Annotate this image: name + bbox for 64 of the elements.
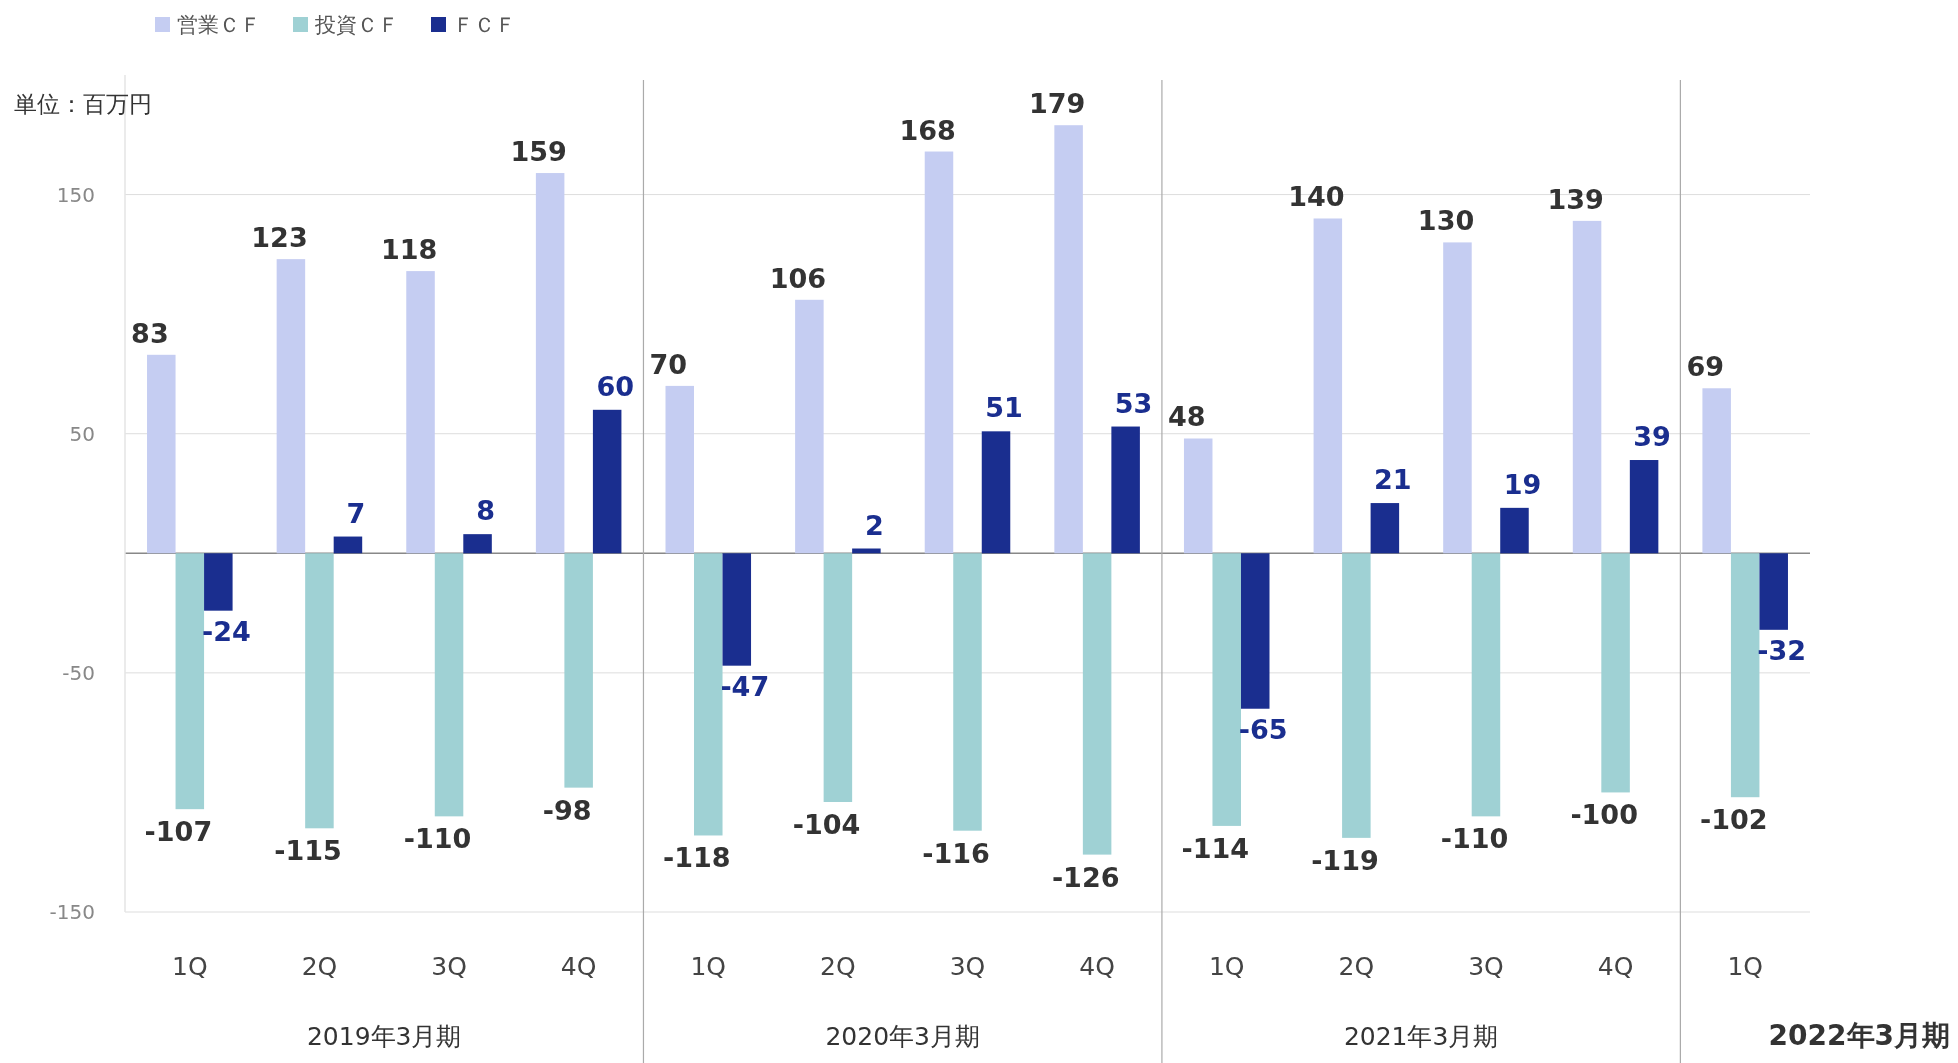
x-tick-label: 1Q (690, 952, 727, 981)
data-label: -114 (1181, 832, 1250, 864)
annotation: 単位：百万円 (14, 91, 152, 117)
data-label: 21 (1374, 464, 1412, 496)
data-label: 159 (510, 136, 567, 168)
data-label: 53 (1114, 387, 1153, 419)
data-label: 179 (1029, 88, 1086, 120)
text: 2021年3月期 (1343, 1022, 1499, 1051)
x-tick-label: 1Q (1727, 952, 1763, 981)
data-label: 60 (596, 370, 634, 402)
data-label: 39 (1633, 421, 1671, 453)
data-label: 19 (1503, 468, 1542, 500)
y-tick-label: 50 (69, 421, 95, 446)
data-label: 2 (865, 509, 884, 541)
data-label: -107 (144, 816, 213, 848)
x-tick-label: 1Q (1208, 952, 1245, 981)
data-label: -116 (922, 837, 990, 869)
x-tick-label: 3Q (431, 952, 467, 981)
data-label: -115 (274, 835, 342, 867)
data-label: -104 (792, 808, 861, 840)
text: 2020年3月期 (825, 1022, 980, 1051)
data-label: 83 (131, 317, 169, 349)
x-tick-label: 2Q (301, 952, 338, 981)
data-label: -47 (720, 670, 770, 702)
y-tick-label: 150 (56, 182, 95, 207)
data-label: 8 (476, 495, 495, 527)
data-label: -32 (1757, 634, 1807, 666)
text: 2022年3月期 (1768, 1019, 1950, 1052)
data-label: -100 (1570, 799, 1638, 831)
x-tick-label: 2Q (1338, 952, 1375, 981)
y-tick-label: -50 (62, 660, 95, 685)
data-label: 48 (1168, 401, 1206, 433)
x-tick-label: 1Q (172, 952, 208, 981)
x-tick-label: 3Q (1468, 952, 1504, 981)
data-label: 123 (251, 222, 308, 254)
x-tick-label: 3Q (949, 952, 986, 981)
x-tick-label: 4Q (560, 952, 597, 981)
legend-label: ＦＣＦ (453, 13, 516, 37)
data-label: -119 (1311, 844, 1379, 876)
data-label: 140 (1288, 181, 1345, 213)
data-label: -110 (403, 823, 472, 855)
data-label: 130 (1417, 205, 1475, 237)
data-label: 69 (1686, 351, 1725, 383)
data-label: 168 (899, 114, 956, 146)
data-label: 106 (769, 262, 827, 294)
legend-label: 投資ＣＦ (314, 13, 399, 37)
data-label: 118 (380, 234, 438, 266)
x-tick-label: 4Q (1079, 952, 1115, 981)
text: 2019年3月期 (306, 1022, 462, 1051)
data-label: -24 (201, 615, 251, 647)
data-label: 51 (985, 392, 1023, 424)
legend-label: 営業ＣＦ (177, 13, 261, 37)
x-tick-label: 4Q (1597, 952, 1634, 981)
data-label: -98 (542, 794, 592, 826)
y-tick-label: -150 (49, 900, 95, 924)
data-label: -126 (1051, 861, 1120, 893)
x-tick-label: 2Q (820, 952, 856, 981)
data-label: 139 (1547, 183, 1604, 215)
data-label: -102 (1700, 804, 1768, 836)
data-label: -65 (1238, 713, 1288, 745)
data-label: -110 (1440, 823, 1509, 855)
data-label: 7 (346, 497, 366, 529)
data-label: 70 (649, 348, 688, 380)
data-label: -118 (663, 842, 731, 874)
